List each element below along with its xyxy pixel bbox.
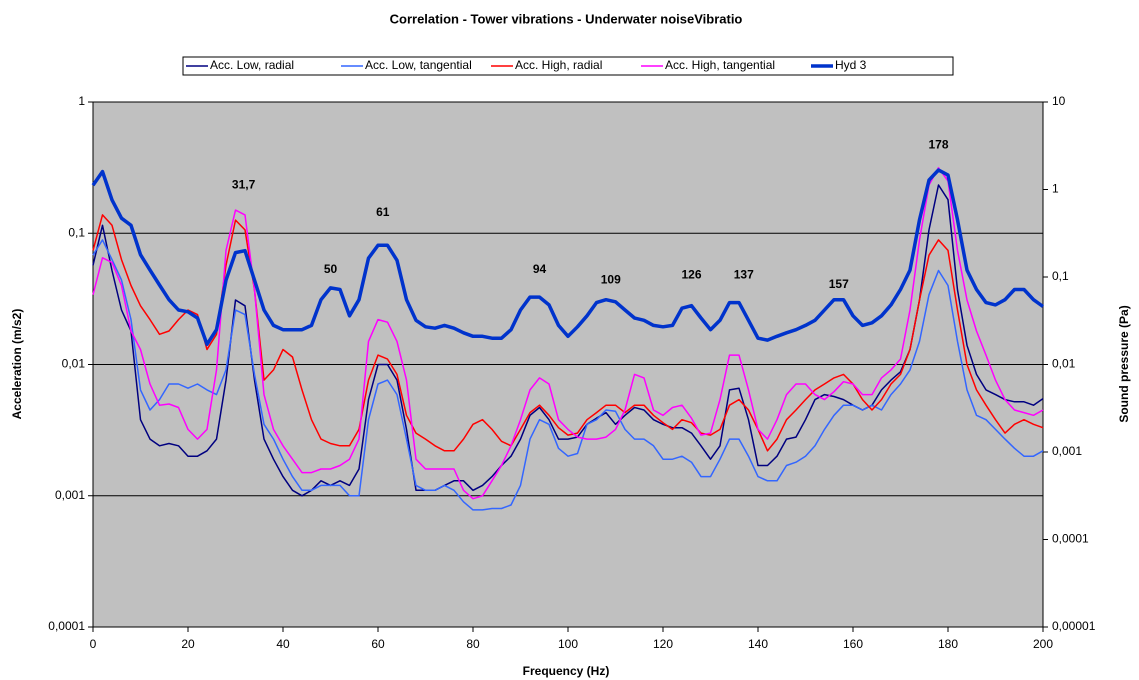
y-tick-label: 0,001	[55, 488, 85, 502]
y2-tick-label: 0,001	[1052, 444, 1082, 458]
y2-tick-label: 0,01	[1052, 357, 1076, 371]
x-tick-label: 120	[653, 637, 673, 651]
annotation: 31,7	[232, 177, 256, 191]
y-tick-label: 0,1	[68, 225, 85, 239]
annotation: 157	[829, 277, 849, 291]
x-tick-label: 200	[1033, 637, 1053, 651]
annotation: 126	[681, 267, 701, 281]
x-tick-label: 100	[558, 637, 578, 651]
series-line	[92, 239, 1044, 511]
chart-title: Correlation - Tower vibrations - Underwa…	[390, 11, 743, 26]
legend-label: Acc. Low, radial	[210, 58, 294, 72]
x-tick-label: 140	[748, 637, 768, 651]
x-tick-label: 20	[181, 637, 195, 651]
x-tick-label: 40	[276, 637, 290, 651]
legend	[182, 56, 954, 76]
y-tick-label: 0,0001	[48, 619, 85, 633]
series-line	[91, 168, 1045, 347]
y-tick-label: 0,01	[62, 357, 86, 371]
y2-tick-label: 0,00001	[1052, 619, 1096, 633]
legend-label: Acc. High, radial	[515, 58, 602, 72]
x-tick-label: 60	[371, 637, 385, 651]
annotation: 50	[324, 262, 338, 276]
annotation: 109	[601, 272, 621, 286]
legend-label: Acc. Low, tangential	[365, 58, 472, 72]
y2-tick-label: 0,1	[1052, 269, 1069, 283]
annotation: 61	[376, 205, 390, 219]
legend-label: Acc. High, tangential	[665, 58, 775, 72]
x-tick-label: 160	[843, 637, 863, 651]
x-tick-label: 0	[90, 637, 97, 651]
annotation: 178	[928, 137, 948, 151]
annotation: 94	[533, 262, 547, 276]
y-axis-title: Acceleration (m/s2)	[10, 309, 24, 420]
x-tick-label: 180	[938, 637, 958, 651]
y2-tick-label: 10	[1052, 94, 1066, 108]
y2-axis-title: Sound pressure (Pa)	[1117, 305, 1131, 422]
x-tick-label: 80	[466, 637, 480, 651]
y2-tick-label: 0,0001	[1052, 532, 1089, 546]
legend-label: Hyd 3	[835, 58, 867, 72]
x-axis-title: Frequency (Hz)	[523, 664, 610, 678]
annotation: 137	[734, 267, 754, 281]
y-tick-label: 1	[78, 94, 85, 108]
y2-tick-label: 1	[1052, 182, 1059, 196]
